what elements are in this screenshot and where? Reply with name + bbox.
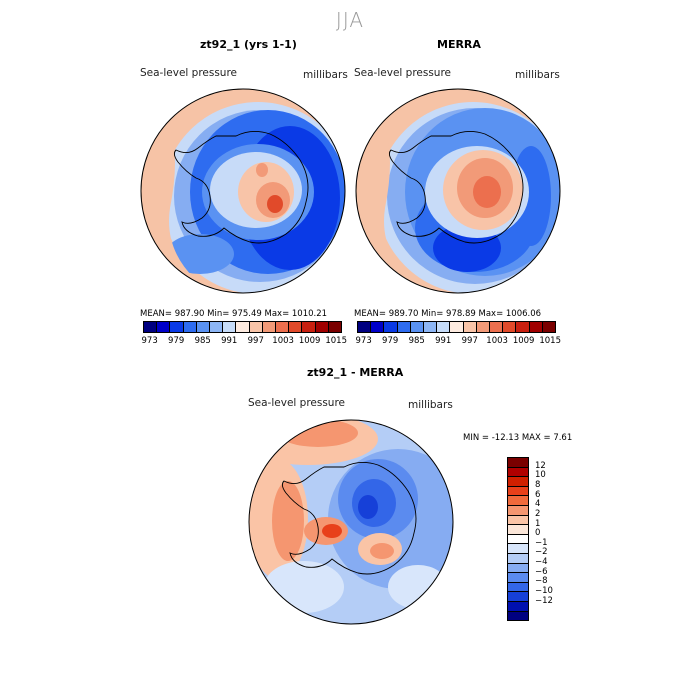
season-title: JJA xyxy=(335,8,365,32)
colorbar-label: 973 xyxy=(141,336,158,346)
colorbar-label: 991 xyxy=(435,336,452,346)
colorbar-label: 985 xyxy=(194,336,211,346)
colorbar-label: 0 xyxy=(535,528,541,539)
panel3-title: zt92_1 - MERRA xyxy=(307,366,404,379)
panel1-units: millibars xyxy=(303,69,348,81)
colorbar-label: −10 xyxy=(535,586,553,597)
colorbar-label: −8 xyxy=(535,576,548,587)
panel2-colorbar xyxy=(357,321,556,333)
colorbar-swatch xyxy=(529,322,543,332)
colorbar-swatch xyxy=(508,592,528,602)
colorbar-swatch xyxy=(371,322,385,332)
colorbar-label: −2 xyxy=(535,547,548,558)
colorbar-label: −12 xyxy=(535,595,553,606)
colorbar-swatch xyxy=(503,322,517,332)
colorbar-swatch xyxy=(508,611,528,621)
colorbar-label: 1003 xyxy=(272,336,294,346)
colorbar-swatch xyxy=(508,582,528,593)
colorbar-swatch xyxy=(508,553,528,564)
colorbar-swatch xyxy=(249,322,263,332)
colorbar-swatch xyxy=(508,601,528,612)
colorbar-swatch xyxy=(463,322,477,332)
colorbar-label: 997 xyxy=(461,336,478,346)
panel2-title: MERRA xyxy=(437,38,481,51)
panel1-variable: Sea-level pressure xyxy=(140,67,238,79)
colorbar-swatch xyxy=(196,322,211,332)
panel3-stats: MIN = -12.13 MAX = 7.61 xyxy=(463,433,573,443)
colorbar-label: 997 xyxy=(247,336,264,346)
colorbar-label: 1009 xyxy=(512,336,535,346)
panel3-variable: Sea-level pressure xyxy=(248,397,346,409)
colorbar-swatch xyxy=(490,322,504,332)
colorbar-swatch xyxy=(508,458,528,468)
panel2-variable: Sea-level pressure xyxy=(354,67,452,79)
colorbar-swatch xyxy=(410,322,425,332)
colorbar-swatch xyxy=(476,322,491,332)
colorbar-swatch xyxy=(183,322,197,332)
panel2-stats: MEAN= 989.70 Min= 978.89 Max= 1006.06 xyxy=(354,309,542,319)
colorbar-swatch xyxy=(358,322,372,332)
colorbar-swatch xyxy=(508,534,528,545)
colorbar-swatch xyxy=(302,322,316,332)
colorbar-label: 1015 xyxy=(325,336,347,346)
colorbar-swatch xyxy=(508,563,528,574)
colorbar-label: 991 xyxy=(221,336,238,346)
panel3-units: millibars xyxy=(408,399,453,411)
colorbar-label: 8 xyxy=(535,479,541,490)
colorbar-label: −1 xyxy=(535,537,548,548)
panel1-colorbar xyxy=(143,321,342,333)
colorbar-swatch xyxy=(508,525,528,535)
colorbar-swatch xyxy=(262,322,277,332)
colorbar-swatch xyxy=(516,322,530,332)
colorbar-label: 4 xyxy=(535,499,541,510)
colorbar-swatch xyxy=(170,322,184,332)
panel1-stats: MEAN= 987.90 Min= 975.49 Max= 1010.21 xyxy=(140,309,328,319)
colorbar-label: −4 xyxy=(535,557,548,568)
colorbar-swatch xyxy=(437,322,451,332)
colorbar-swatch xyxy=(508,486,528,497)
colorbar-swatch xyxy=(210,322,224,332)
colorbar-swatch xyxy=(508,515,528,526)
colorbar-label: 1015 xyxy=(539,336,561,346)
colorbar-swatch xyxy=(289,322,303,332)
colorbar-swatch xyxy=(276,322,290,332)
colorbar-swatch xyxy=(315,322,329,332)
panel2-map xyxy=(355,88,561,294)
colorbar-swatch xyxy=(508,505,528,516)
colorbar-swatch xyxy=(328,322,342,332)
panel1-title: zt92_1 (yrs 1-1) xyxy=(200,38,297,51)
colorbar-label: 985 xyxy=(408,336,425,346)
colorbar-swatch xyxy=(508,477,528,487)
colorbar-swatch xyxy=(424,322,438,332)
colorbar-label: 6 xyxy=(535,489,541,500)
colorbar-label: 2 xyxy=(535,508,541,519)
colorbar-label: 10 xyxy=(535,470,546,481)
colorbar-swatch xyxy=(450,322,464,332)
colorbar-swatch xyxy=(542,322,556,332)
colorbar-swatch xyxy=(508,544,528,554)
colorbar-swatch xyxy=(508,467,528,478)
colorbar-swatch xyxy=(397,322,411,332)
colorbar-swatch xyxy=(223,322,237,332)
colorbar-label: 12 xyxy=(535,460,546,471)
colorbar-label: 973 xyxy=(355,336,372,346)
panel2-units: millibars xyxy=(515,69,560,81)
colorbar-label: 979 xyxy=(168,336,185,346)
colorbar-label: 979 xyxy=(382,336,399,346)
colorbar-swatch xyxy=(144,322,158,332)
colorbar-label: −6 xyxy=(535,566,548,577)
colorbar-swatch xyxy=(384,322,398,332)
colorbar-swatch xyxy=(508,496,528,506)
panel3-colorbar xyxy=(507,457,529,621)
colorbar-swatch xyxy=(508,573,528,583)
colorbar-swatch xyxy=(236,322,250,332)
panel3-map xyxy=(248,419,454,625)
colorbar-label: 1 xyxy=(535,518,541,529)
colorbar-label: 1003 xyxy=(486,336,508,346)
colorbar-label: 1009 xyxy=(298,336,321,346)
panel1-map xyxy=(140,88,346,294)
colorbar-swatch xyxy=(157,322,171,332)
